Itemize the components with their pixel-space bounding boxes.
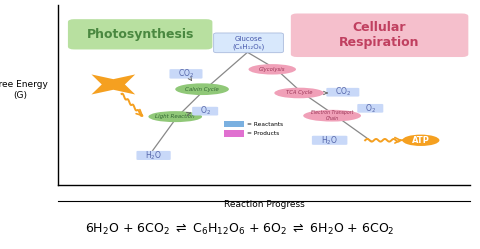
Text: H$_2$O: H$_2$O xyxy=(321,134,338,147)
FancyBboxPatch shape xyxy=(312,136,348,145)
Ellipse shape xyxy=(402,135,440,146)
Text: CO$_2$: CO$_2$ xyxy=(178,68,194,80)
FancyBboxPatch shape xyxy=(224,121,244,127)
Text: TCA Cycle: TCA Cycle xyxy=(286,90,312,95)
Text: Glucose
(C₆H₁₂O₆): Glucose (C₆H₁₂O₆) xyxy=(232,36,264,50)
Text: Electron Transport
Chain: Electron Transport Chain xyxy=(311,110,353,121)
Text: O$_2$: O$_2$ xyxy=(365,102,376,115)
FancyBboxPatch shape xyxy=(224,130,244,137)
FancyBboxPatch shape xyxy=(192,107,218,116)
Text: Reaction Progress: Reaction Progress xyxy=(224,200,304,209)
Text: Free Energy
(G): Free Energy (G) xyxy=(0,80,48,100)
Ellipse shape xyxy=(274,88,324,98)
Text: 6H$_2$O + 6CO$_2$ $\rightleftharpoons$ C$_6$H$_{12}$O$_6$ + 6O$_2$ $\rightleftha: 6H$_2$O + 6CO$_2$ $\rightleftharpoons$ C… xyxy=(85,222,395,237)
Text: H$_2$O: H$_2$O xyxy=(145,149,162,162)
Text: Calvin Cycle: Calvin Cycle xyxy=(185,87,219,92)
Polygon shape xyxy=(91,74,135,95)
FancyBboxPatch shape xyxy=(214,33,283,53)
FancyBboxPatch shape xyxy=(169,69,203,79)
FancyBboxPatch shape xyxy=(291,13,468,57)
Text: = Products: = Products xyxy=(248,131,280,136)
Text: ATP: ATP xyxy=(412,136,430,145)
Ellipse shape xyxy=(303,110,361,122)
Text: CO$_2$: CO$_2$ xyxy=(335,86,351,98)
Text: O$_2$: O$_2$ xyxy=(200,105,211,117)
Text: = Reactants: = Reactants xyxy=(248,122,284,126)
Text: Cellular
Respiration: Cellular Respiration xyxy=(339,21,420,49)
Text: Photosynthesis: Photosynthesis xyxy=(86,28,194,41)
Text: Light Reaction: Light Reaction xyxy=(156,114,195,119)
FancyBboxPatch shape xyxy=(136,151,171,160)
FancyBboxPatch shape xyxy=(326,88,360,97)
Ellipse shape xyxy=(175,83,229,95)
FancyBboxPatch shape xyxy=(68,19,212,50)
Ellipse shape xyxy=(148,111,202,122)
FancyBboxPatch shape xyxy=(357,104,384,113)
Text: Glycolysis: Glycolysis xyxy=(259,67,286,72)
Ellipse shape xyxy=(249,64,296,74)
